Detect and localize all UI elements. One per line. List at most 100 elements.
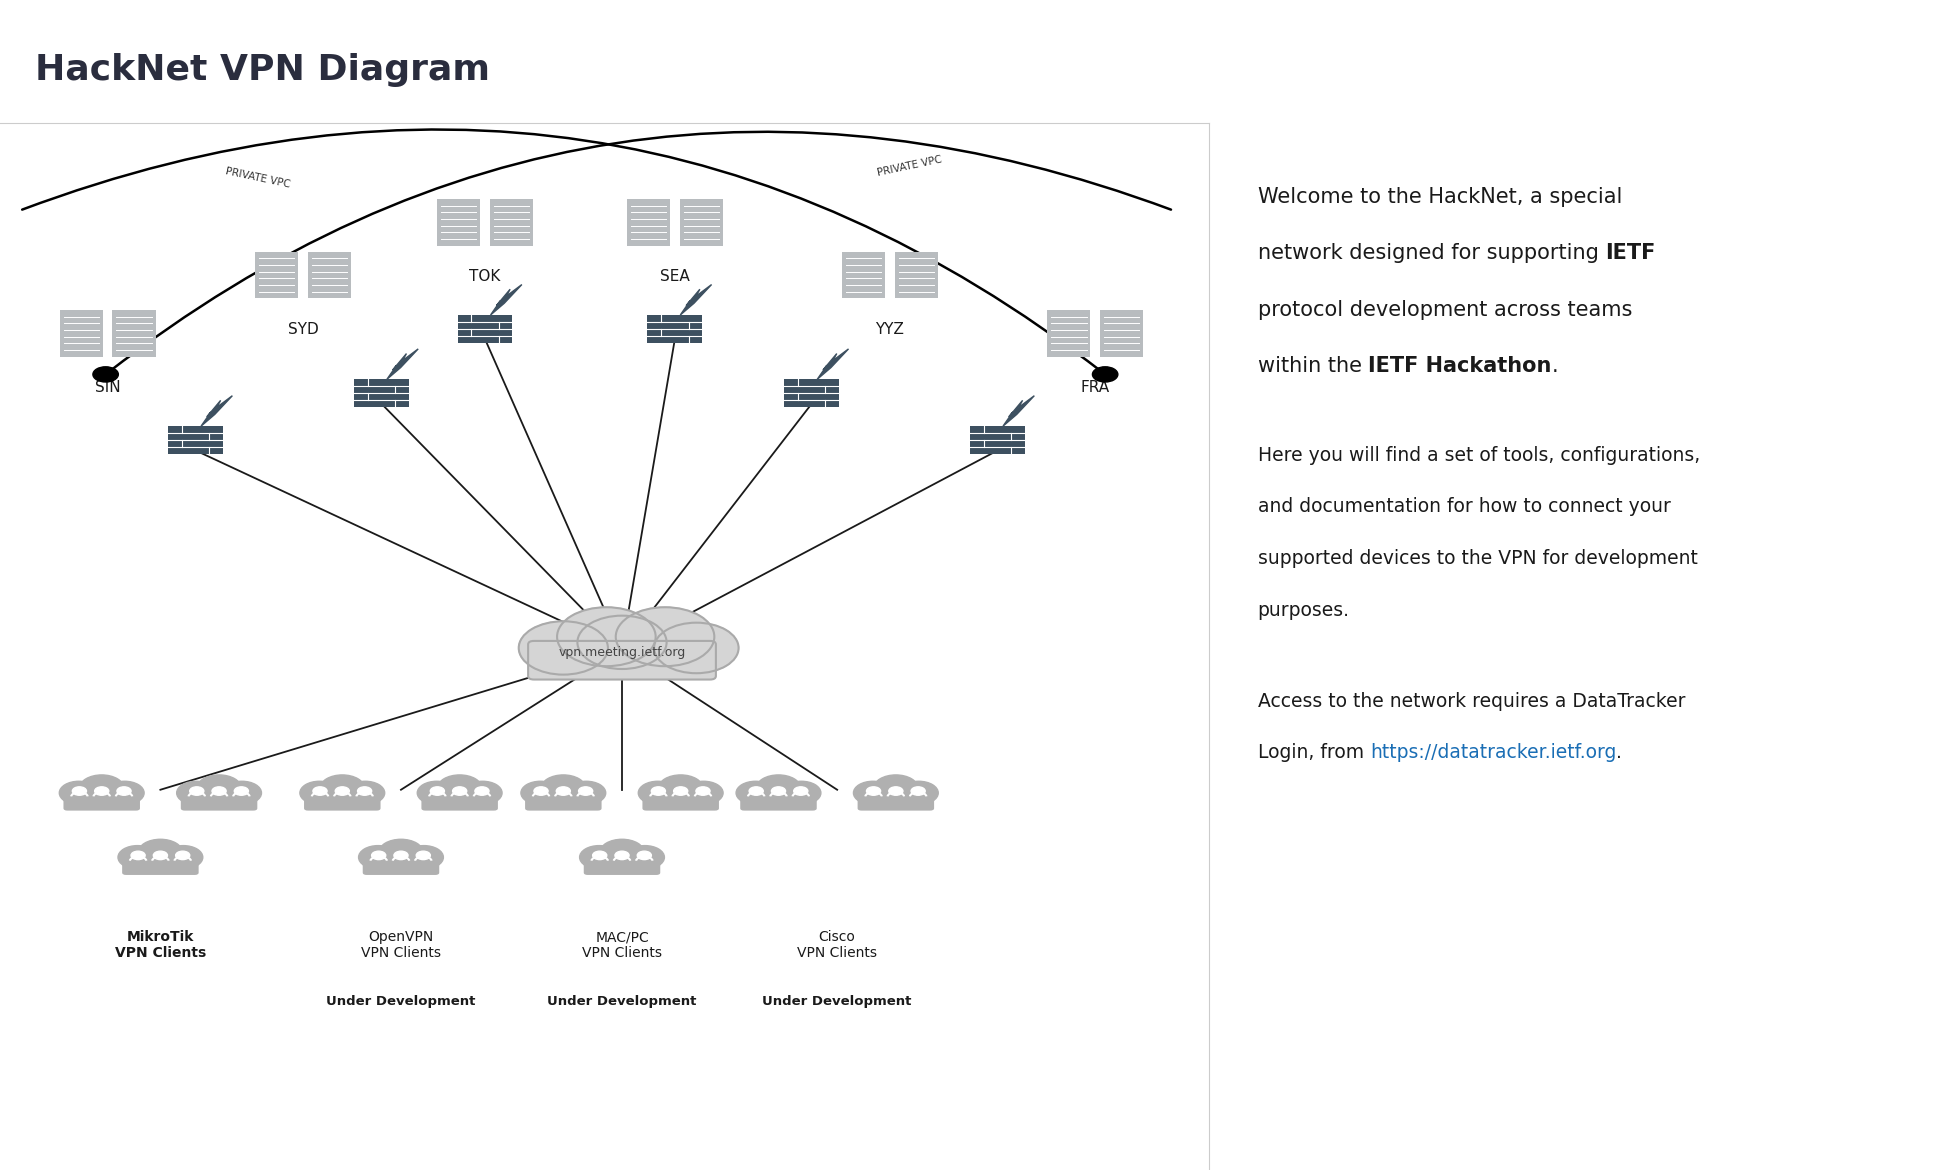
Circle shape <box>72 786 86 796</box>
Circle shape <box>405 846 444 869</box>
Bar <box>168 426 223 454</box>
Text: Login, from: Login, from <box>1257 743 1368 762</box>
FancyBboxPatch shape <box>63 790 141 811</box>
Text: vpn.meeting.ietf.org: vpn.meeting.ietf.org <box>557 646 686 660</box>
FancyBboxPatch shape <box>856 790 934 811</box>
Bar <box>680 199 723 246</box>
Bar <box>354 379 409 407</box>
Circle shape <box>197 775 240 801</box>
Circle shape <box>475 786 489 796</box>
Bar <box>1048 310 1091 357</box>
Text: TOK: TOK <box>469 269 500 284</box>
Circle shape <box>534 786 547 796</box>
FancyBboxPatch shape <box>739 790 817 811</box>
Circle shape <box>299 782 338 805</box>
Circle shape <box>94 786 109 796</box>
Circle shape <box>358 846 397 869</box>
Circle shape <box>416 851 430 860</box>
Circle shape <box>176 851 190 860</box>
Circle shape <box>379 839 422 866</box>
Text: MAC/PC
VPN Clients: MAC/PC VPN Clients <box>583 930 661 961</box>
Circle shape <box>899 782 938 805</box>
Bar <box>489 199 532 246</box>
Text: SYD: SYD <box>287 322 319 337</box>
Text: Access to the network requires a DataTracker: Access to the network requires a DataTra… <box>1257 691 1685 710</box>
Text: Under Development: Under Development <box>547 994 696 1007</box>
Circle shape <box>542 775 585 801</box>
Circle shape <box>579 846 618 869</box>
Text: FRA: FRA <box>1081 380 1108 395</box>
Circle shape <box>452 786 467 796</box>
Bar <box>841 252 884 298</box>
FancyBboxPatch shape <box>121 854 199 875</box>
Circle shape <box>592 851 606 860</box>
Circle shape <box>106 782 145 805</box>
FancyBboxPatch shape <box>303 790 381 811</box>
Circle shape <box>614 851 630 860</box>
Text: Under Development: Under Development <box>326 994 475 1007</box>
Circle shape <box>59 782 98 805</box>
Text: PRIVATE VPC: PRIVATE VPC <box>225 166 291 190</box>
Circle shape <box>600 839 643 866</box>
Circle shape <box>852 782 891 805</box>
Text: Welcome to the HackNet, a special: Welcome to the HackNet, a special <box>1257 187 1621 207</box>
Text: .: . <box>1550 356 1558 376</box>
Bar <box>784 379 839 407</box>
Circle shape <box>577 615 667 669</box>
Bar <box>893 252 938 298</box>
FancyBboxPatch shape <box>583 854 661 875</box>
Bar <box>626 199 669 246</box>
Circle shape <box>616 607 714 666</box>
Bar <box>970 426 1024 454</box>
Circle shape <box>346 782 385 805</box>
Text: MikroTik
VPN Clients: MikroTik VPN Clients <box>115 930 205 961</box>
Circle shape <box>131 851 145 860</box>
Circle shape <box>152 851 168 860</box>
Bar <box>309 252 352 298</box>
Circle shape <box>567 782 606 805</box>
FancyBboxPatch shape <box>180 790 258 811</box>
Circle shape <box>463 782 502 805</box>
Circle shape <box>393 851 409 860</box>
FancyBboxPatch shape <box>420 790 499 811</box>
Text: Under Development: Under Development <box>762 994 911 1007</box>
Circle shape <box>637 782 676 805</box>
Circle shape <box>626 846 665 869</box>
Text: IETF: IETF <box>1605 243 1654 263</box>
Text: .: . <box>1615 743 1621 762</box>
Text: IETF Hackathon: IETF Hackathon <box>1368 356 1550 376</box>
Polygon shape <box>387 349 418 379</box>
Polygon shape <box>201 395 233 426</box>
FancyArrowPatch shape <box>22 130 1103 373</box>
Circle shape <box>223 782 262 805</box>
Text: HackNet VPN Diagram: HackNet VPN Diagram <box>35 53 491 87</box>
FancyBboxPatch shape <box>362 854 440 875</box>
Circle shape <box>651 786 665 796</box>
Circle shape <box>579 786 592 796</box>
FancyBboxPatch shape <box>641 790 719 811</box>
Text: Here you will find a set of tools, configurations,: Here you will find a set of tools, confi… <box>1257 446 1699 464</box>
Circle shape <box>438 775 481 801</box>
Bar <box>1099 310 1142 357</box>
Text: purposes.: purposes. <box>1257 600 1349 620</box>
FancyArrowPatch shape <box>108 132 1171 373</box>
Text: https://datatracker.ietf.org: https://datatracker.ietf.org <box>1368 743 1615 762</box>
Circle shape <box>430 786 444 796</box>
Text: protocol development across teams: protocol development across teams <box>1257 300 1630 319</box>
Polygon shape <box>1003 395 1034 426</box>
Circle shape <box>139 839 182 866</box>
Circle shape <box>653 622 739 673</box>
Text: within the: within the <box>1257 356 1368 376</box>
Circle shape <box>757 775 800 801</box>
Circle shape <box>874 775 917 801</box>
Circle shape <box>749 786 762 796</box>
Text: YYZ: YYZ <box>876 322 903 337</box>
Circle shape <box>770 786 786 796</box>
Circle shape <box>659 775 702 801</box>
Circle shape <box>794 786 807 796</box>
Circle shape <box>911 786 925 796</box>
Bar <box>113 310 156 357</box>
Circle shape <box>211 786 227 796</box>
Text: OpenVPN
VPN Clients: OpenVPN VPN Clients <box>362 930 440 961</box>
FancyBboxPatch shape <box>528 641 716 680</box>
